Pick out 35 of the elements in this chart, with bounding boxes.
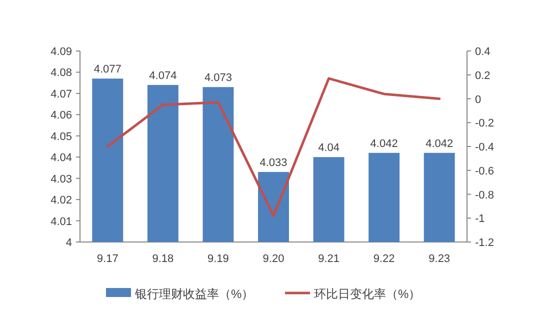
y2-tick-label: 0 xyxy=(475,94,482,106)
x-tick-label: 9.19 xyxy=(208,253,229,265)
data-label: 4.042 xyxy=(370,138,398,150)
x-tick-label: 9.20 xyxy=(262,253,284,265)
x-tick-label: 9.17 xyxy=(96,253,118,265)
legend-label: 银行理财收益率（%） xyxy=(134,287,254,301)
y-tick-label: 4 xyxy=(66,237,72,249)
x-tick-label: 9.18 xyxy=(152,253,174,265)
data-label: 4.073 xyxy=(204,72,232,84)
y2-tick-label: 0.4 xyxy=(475,46,490,58)
y-tick-label: 4.01 xyxy=(50,216,72,228)
y-tick-label: 4.05 xyxy=(50,130,72,143)
y2-tick-label: -1.2 xyxy=(475,237,494,249)
y2-tick-label: -0.6 xyxy=(475,165,494,178)
x-tick-label: 9.22 xyxy=(373,253,395,265)
y-tick-label: 4.02 xyxy=(50,194,72,207)
data-label: 4.04 xyxy=(318,142,340,154)
y-tick-label: 4.04 xyxy=(50,152,72,164)
y2-tick-label: -0.8 xyxy=(475,189,494,202)
y2-tick-label: -1 xyxy=(475,213,485,226)
y-tick-label: 4.08 xyxy=(50,67,72,80)
y2-tick-label: -0.2 xyxy=(475,118,494,130)
y-tick-label: 4.07 xyxy=(50,88,72,100)
data-label: 4.074 xyxy=(149,70,177,82)
data-label: 4.077 xyxy=(94,64,122,76)
y-tick-label: 4.09 xyxy=(50,46,72,58)
y2-tick-label: 0.2 xyxy=(475,70,490,82)
x-tick-label: 9.21 xyxy=(318,253,340,265)
y-tick-label: 4.06 xyxy=(50,110,72,122)
y-tick-label: 4.03 xyxy=(50,173,72,186)
y2-tick-label: -0.4 xyxy=(475,142,494,154)
data-label: 4.042 xyxy=(426,138,454,150)
legend-label: 环比日变化率（%） xyxy=(314,287,421,301)
data-label: 4.033 xyxy=(260,156,288,169)
x-tick-label: 9.23 xyxy=(428,253,450,265)
